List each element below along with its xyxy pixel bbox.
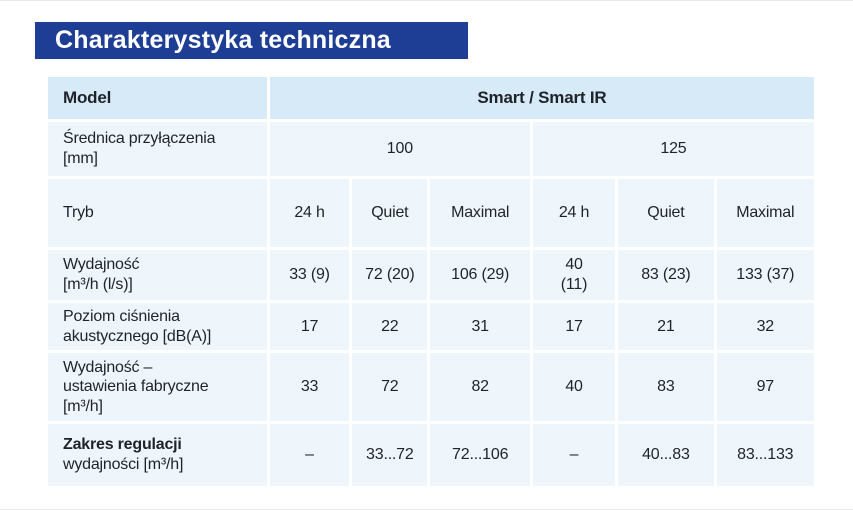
airflow-value: 33 (9) bbox=[269, 250, 350, 300]
airflow-value: 83 (23) bbox=[618, 250, 714, 300]
technical-specs-table: Model Smart / Smart IR Średnica przyłącz… bbox=[45, 74, 817, 489]
factory-settings-row-label: Wydajność – ustawienia fabryczne [m³/h] bbox=[48, 353, 267, 421]
sound-pressure-value: 17 bbox=[269, 303, 350, 350]
model-row-label: Model bbox=[48, 77, 267, 119]
adjustment-range-value: 40...83 bbox=[618, 424, 714, 486]
adjustment-range-value: – bbox=[269, 424, 350, 486]
factory-settings-value: 72 bbox=[352, 353, 428, 421]
sound-pressure-value: 32 bbox=[716, 303, 814, 350]
adjustment-range-row-label: Zakres regulacji wydajności [m³/h] bbox=[48, 424, 267, 486]
section-title: Charakterystyka techniczna bbox=[35, 22, 468, 59]
mode-24h-125: 24 h bbox=[532, 179, 616, 247]
airflow-value: 72 (20) bbox=[352, 250, 428, 300]
row-diameter: Średnica przyłączenia [mm] 100 125 bbox=[48, 122, 814, 176]
adjustment-range-value: – bbox=[532, 424, 616, 486]
mode-row-label: Tryb bbox=[48, 179, 267, 247]
row-sound-pressure: Poziom ciśnienia akustycznego [dB(A)] 17… bbox=[48, 303, 814, 350]
diameter-125: 125 bbox=[532, 122, 814, 176]
mode-maximal-100: Maximal bbox=[430, 179, 530, 247]
factory-settings-value: 83 bbox=[618, 353, 714, 421]
sound-pressure-value: 21 bbox=[618, 303, 714, 350]
factory-settings-value: 82 bbox=[430, 353, 530, 421]
mode-maximal-125: Maximal bbox=[716, 179, 814, 247]
row-adjustment-range: Zakres regulacji wydajności [m³/h] – 33.… bbox=[48, 424, 814, 486]
sound-pressure-row-label: Poziom ciśnienia akustycznego [dB(A)] bbox=[48, 303, 267, 350]
adjustment-range-value: 33...72 bbox=[352, 424, 428, 486]
adjustment-range-value: 83...133 bbox=[716, 424, 814, 486]
mode-quiet-125: Quiet bbox=[618, 179, 714, 247]
factory-settings-value: 97 bbox=[716, 353, 814, 421]
row-model: Model Smart / Smart IR bbox=[48, 77, 814, 119]
mode-quiet-100: Quiet bbox=[352, 179, 428, 247]
diameter-row-label: Średnica przyłączenia [mm] bbox=[48, 122, 267, 176]
model-row-value: Smart / Smart IR bbox=[269, 77, 814, 119]
airflow-value: 133 (37) bbox=[716, 250, 814, 300]
airflow-row-label: Wydajność [m³/h (l/s)] bbox=[48, 250, 267, 300]
adjustment-range-value: 72...106 bbox=[430, 424, 530, 486]
row-mode: Tryb 24 h Quiet Maximal 24 h Quiet Maxim… bbox=[48, 179, 814, 247]
airflow-value: 106 (29) bbox=[430, 250, 530, 300]
sound-pressure-value: 17 bbox=[532, 303, 616, 350]
adjustment-range-label-bold: Zakres regulacji bbox=[63, 436, 182, 454]
diameter-100: 100 bbox=[269, 122, 530, 176]
sound-pressure-value: 31 bbox=[430, 303, 530, 350]
sound-pressure-value: 22 bbox=[352, 303, 428, 350]
factory-settings-value: 33 bbox=[269, 353, 350, 421]
mode-24h-100: 24 h bbox=[269, 179, 350, 247]
airflow-value: 40 (11) bbox=[532, 250, 616, 300]
row-airflow: Wydajność [m³/h (l/s)] 33 (9) 72 (20) 10… bbox=[48, 250, 814, 300]
row-factory-settings: Wydajność – ustawienia fabryczne [m³/h] … bbox=[48, 353, 814, 421]
factory-settings-value: 40 bbox=[532, 353, 616, 421]
adjustment-range-label-rest: wydajności [m³/h] bbox=[63, 456, 184, 473]
